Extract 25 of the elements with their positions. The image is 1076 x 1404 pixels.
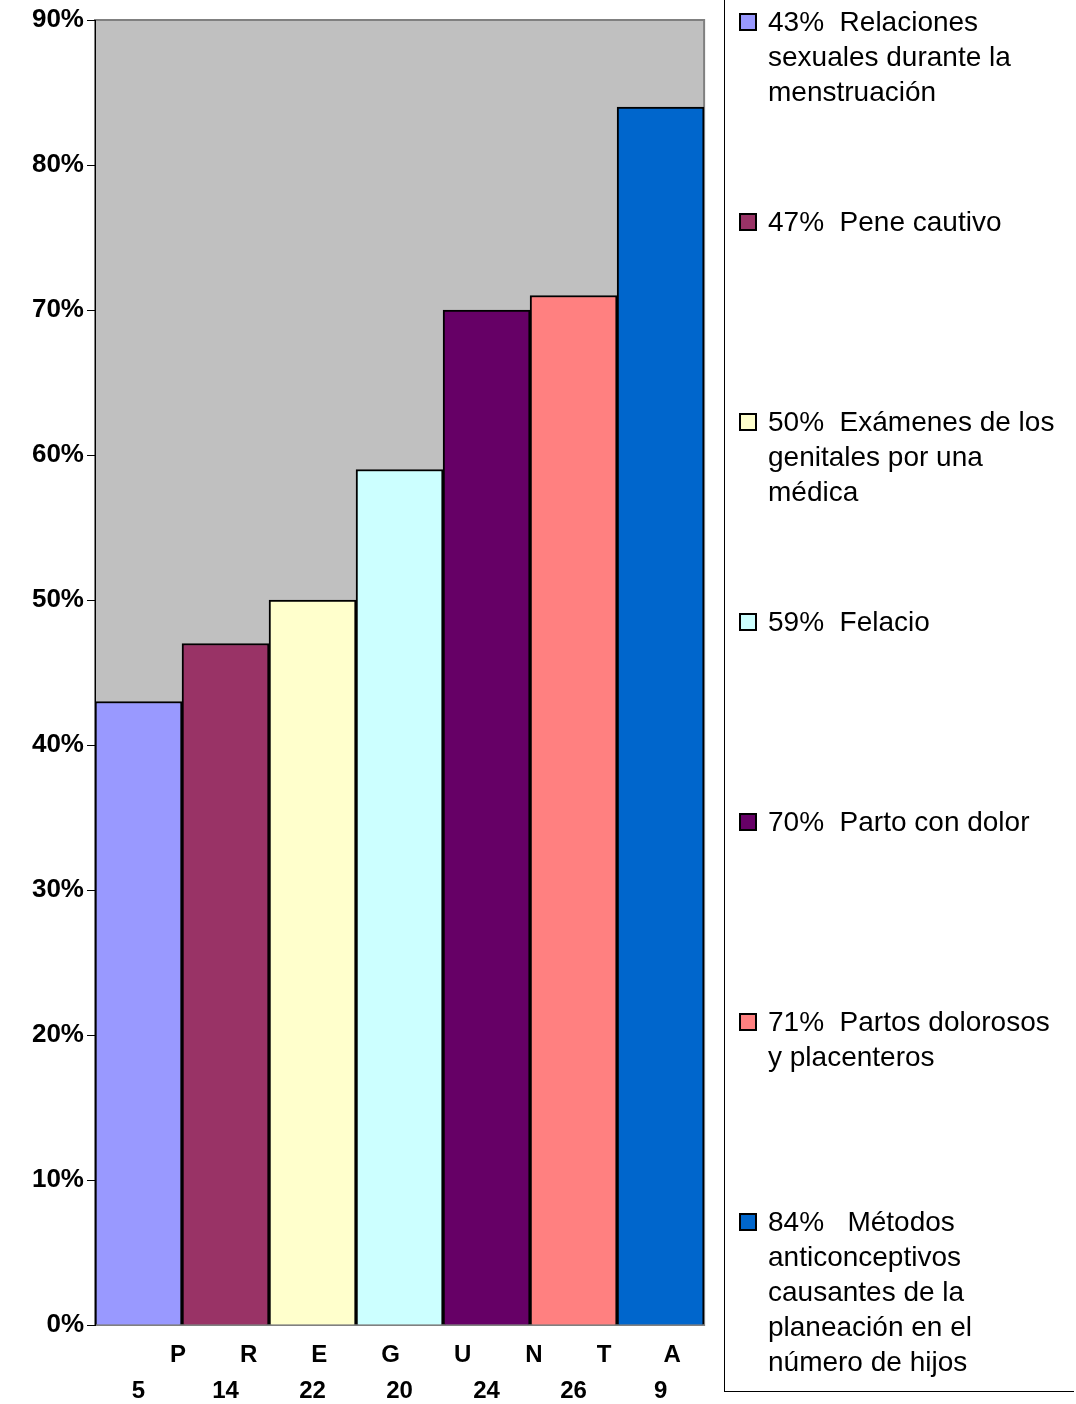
x-tick-label: 24 [473, 1376, 501, 1404]
x-tick-label: 26 [560, 1376, 587, 1404]
y-tick-label: 60% [31, 438, 84, 469]
x-tick-label: 9 [653, 1376, 668, 1404]
y-tick-label: 80% [31, 148, 84, 179]
legend-label: 84% Métodos anticonceptivos causantes de la planeación en el número de hijos [768, 1205, 973, 1379]
y-tick-label: 0% [46, 1308, 84, 1339]
x-tick-label: 14 [212, 1376, 240, 1404]
y-tick-label: 70% [31, 293, 84, 324]
y-tick-label: 50% [31, 583, 84, 614]
y-tick-label: 10% [31, 1163, 84, 1194]
legend-label: 43% Relaciones sexuales durante la menstruación [768, 5, 1012, 109]
x-tick-label: 5 [131, 1376, 146, 1404]
y-tick-label: 30% [31, 873, 84, 904]
y-tick-label: 20% [31, 1018, 84, 1049]
x-axis-title: PREGUNTA [170, 1340, 735, 1368]
legend-label: 47% Pene cautivo [768, 205, 1003, 239]
x-tick-label: 22 [299, 1376, 326, 1404]
x-tick-label: 20 [386, 1376, 413, 1404]
y-tick-label: 90% [31, 3, 84, 34]
y-tick-label: 40% [31, 728, 84, 759]
legend-label: 70% Parto con dolor [768, 805, 1031, 839]
legend-label: 59% Felacio [768, 605, 931, 639]
legend-label: 71% Partos dolorosos y placenteros [768, 1005, 1051, 1074]
legend-label: 50% Exámenes de los genitales por una médica [768, 405, 1056, 509]
